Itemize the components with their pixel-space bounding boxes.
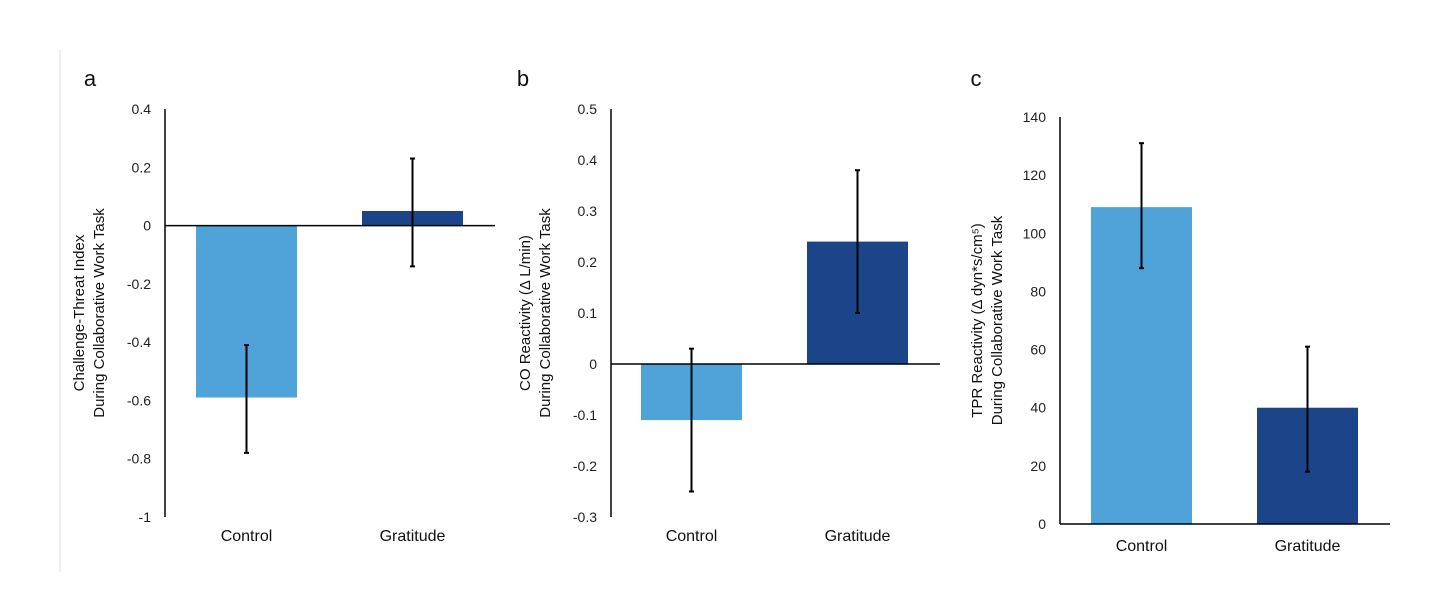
x-tick-label: Gratitude xyxy=(1275,538,1341,555)
y-tick-label: -0.3 xyxy=(573,509,597,525)
y-tick-label: 0 xyxy=(589,356,597,372)
panel-label-a: a xyxy=(84,66,97,91)
x-tick-label: Control xyxy=(666,528,718,545)
x-tick-label: Control xyxy=(1116,538,1168,555)
y-axis-label: TPR Reactivity (Δ dyn*s/cm⁵) xyxy=(969,223,986,418)
y-tick-label: 80 xyxy=(1030,283,1046,299)
y-tick-label: 0.3 xyxy=(578,203,598,219)
y-tick-label: 0.4 xyxy=(132,101,152,117)
y-tick-label: -1 xyxy=(139,509,152,525)
y-tick-label: 0.2 xyxy=(132,159,152,175)
y-axis-label: During Collaborative Work Task xyxy=(989,215,1006,425)
x-tick-label: Gratitude xyxy=(825,528,891,545)
y-tick-label: 100 xyxy=(1023,225,1047,241)
x-tick-label: Control xyxy=(221,528,273,545)
y-tick-label: 40 xyxy=(1030,400,1046,416)
y-tick-label: -0.8 xyxy=(127,451,151,467)
y-tick-label: -0.2 xyxy=(573,458,597,474)
y-tick-label: 20 xyxy=(1030,458,1046,474)
y-tick-label: -0.1 xyxy=(573,407,597,423)
y-tick-label: 120 xyxy=(1023,167,1047,183)
y-tick-label: 0.2 xyxy=(578,254,598,270)
y-tick-label: -0.4 xyxy=(127,334,151,350)
y-tick-label: 0 xyxy=(143,218,151,234)
y-tick-label: -0.2 xyxy=(127,276,151,292)
x-tick-label: Gratitude xyxy=(380,528,446,545)
panel-label-b: b xyxy=(517,66,529,91)
panel-label-c: c xyxy=(971,66,982,91)
y-tick-label: 0.5 xyxy=(578,101,598,117)
y-axis-label: Challenge-Threat Index xyxy=(71,234,88,391)
y-tick-label: 140 xyxy=(1023,109,1047,125)
y-tick-label: 0.1 xyxy=(578,305,598,321)
y-tick-label: -0.6 xyxy=(127,392,151,408)
y-axis-label: During Collaborative Work Task xyxy=(537,208,554,418)
y-axis-label: CO Reactivity (Δ L/min) xyxy=(517,235,534,391)
y-tick-label: 0 xyxy=(1038,516,1046,532)
y-tick-label: 60 xyxy=(1030,342,1046,358)
y-axis-label: During Collaborative Work Task xyxy=(91,208,108,418)
y-tick-label: 0.4 xyxy=(578,152,598,168)
